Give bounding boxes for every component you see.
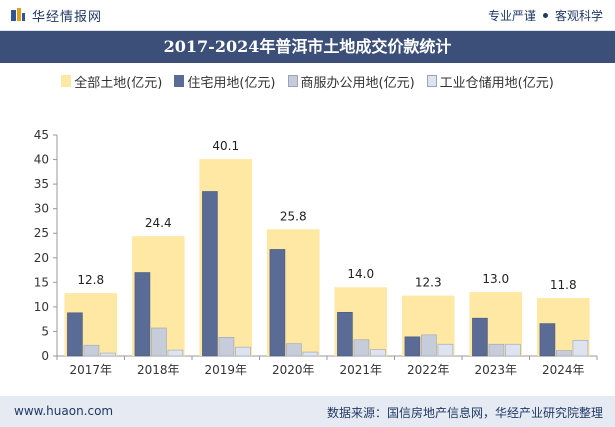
bar-industrial [167, 349, 184, 357]
bar-industrial [505, 343, 521, 357]
bar-industrial [370, 349, 386, 357]
x-tick-label: 2020年 [272, 363, 315, 377]
bar-residential [269, 249, 286, 357]
bar-residential [67, 312, 83, 357]
bar-residential [472, 317, 488, 357]
legend-label-residential: 住宅用地(亿元) [187, 75, 276, 91]
data-label-total: 40.1 [212, 139, 239, 153]
y-tick-label: 20 [34, 251, 49, 265]
x-tick-label: 2017年 [69, 363, 112, 377]
x-tick-label: 2022年 [407, 363, 450, 377]
y-tick-label: 40 [34, 153, 49, 167]
x-tick-label: 2024年 [542, 363, 585, 377]
slogan-right: 客观科学 [554, 9, 603, 23]
huajing-logo-icon [11, 8, 25, 21]
bar-industrial [100, 352, 116, 357]
legend-swatch-total [61, 75, 72, 87]
top-bar: 华经情报网 专业严谨 客观科学 [0, 0, 615, 31]
bar-commercial [83, 344, 100, 357]
bar-commercial [151, 327, 167, 357]
bar-industrial [572, 339, 589, 357]
y-tick-label: 45 [34, 128, 49, 142]
data-label-total: 11.8 [550, 278, 577, 292]
brand[interactable]: 华经情报网 [10, 6, 103, 25]
bar-commercial [218, 337, 235, 357]
legend-swatch-residential [174, 75, 185, 87]
y-tick-label: 30 [34, 202, 49, 216]
y-tick-label: 35 [34, 177, 49, 191]
bar-commercial [421, 334, 437, 357]
legend-swatch-industrial [426, 75, 437, 87]
legend-label-commercial: 商服办公用地(亿元) [300, 75, 415, 91]
bar-industrial [437, 343, 454, 357]
bar-industrial [235, 346, 251, 357]
bar-residential [337, 311, 353, 357]
site-link[interactable]: www.huaon.com [14, 404, 114, 418]
bar-chart: 0 5 10 15 20 25 30 35 40 45 12.8 2017年 24.4 2018年 40.1… [34, 128, 598, 377]
bar-residential [202, 191, 218, 357]
data-label-total: 24.4 [145, 216, 172, 230]
legend-swatch-commercial [287, 75, 298, 87]
data-label-total: 13.0 [482, 272, 509, 286]
legend-item-industrial[interactable]: 工业仓储用地(亿元) [426, 72, 554, 91]
y-tick-label: 0 [41, 349, 49, 363]
y-tick-label: 10 [34, 300, 49, 314]
footer: www.huaon.com 数据来源：国信房地产信息网，华经产业研究院整理 [0, 396, 615, 427]
title-bar: 2017-2024年普洱市土地成交价款统计 [0, 31, 615, 63]
chart-title: 2017-2024年普洱市土地成交价款统计 [163, 37, 452, 56]
slogan-left: 专业严谨 [487, 9, 536, 23]
y-tick-label: 5 [41, 324, 49, 338]
x-tick-label: 2021年 [339, 363, 382, 377]
chart-legend: 全部土地(亿元) 住宅用地(亿元) 商服办公用地(亿元) 工业仓储用地(亿元) [0, 70, 615, 92]
x-tick-label: 2019年 [204, 363, 247, 377]
x-tick-label: 2018年 [137, 363, 180, 377]
data-label-total: 12.3 [415, 276, 442, 290]
legend-label-industrial: 工业仓储用地(亿元) [439, 75, 554, 91]
legend-item-total[interactable]: 全部土地(亿元) [61, 72, 162, 91]
x-tick-label: 2023年 [474, 363, 517, 377]
slogan: 专业严谨 客观科学 [488, 7, 603, 24]
bar-commercial [286, 343, 302, 357]
data-label-total: 12.8 [77, 273, 104, 287]
bar-residential [404, 336, 421, 357]
bar-commercial [353, 339, 370, 357]
bar-commercial [488, 343, 505, 357]
legend-item-residential[interactable]: 住宅用地(亿元) [174, 72, 276, 91]
bar-commercial [556, 350, 572, 357]
data-source: 数据来源：国信房地产信息网，华经产业研究院整理 [326, 406, 603, 420]
dot-separator-icon [542, 13, 548, 18]
y-tick-label: 15 [34, 275, 49, 289]
legend-label-total: 全部土地(亿元) [74, 75, 163, 91]
y-tick-label: 25 [34, 226, 49, 240]
data-label-total: 25.8 [280, 209, 307, 223]
data-label-total: 14.0 [347, 267, 374, 281]
bar-industrial [302, 351, 319, 357]
bar-residential [134, 272, 151, 357]
legend-item-commercial[interactable]: 商服办公用地(亿元) [287, 72, 415, 91]
brand-name: 华经情报网 [32, 9, 103, 25]
bar-residential [539, 323, 556, 357]
